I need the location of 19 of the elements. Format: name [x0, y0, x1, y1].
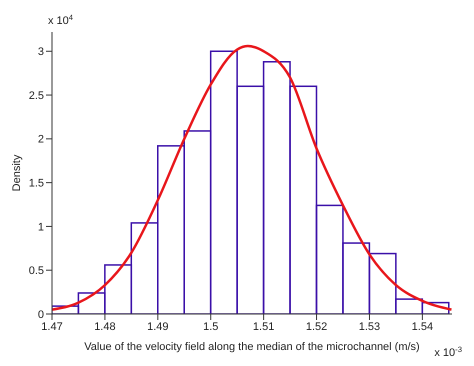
y-tick-label: 1	[38, 221, 44, 234]
y-axis-title: Density	[10, 154, 23, 192]
y-tick-label: 3	[38, 46, 44, 58]
x-tick-label: 1.54	[412, 320, 434, 333]
x-tick-label: 1.48	[94, 320, 116, 333]
y-tick-label: 1.5	[28, 178, 44, 190]
x-tick-label: 1.49	[147, 320, 169, 333]
x-axis-title: Value of the velocity field along the median of the microchannel (m/s)	[84, 341, 420, 353]
text: x 10$^{-3}$	[434, 344, 462, 359]
x-tick-label: 1.5	[203, 320, 218, 333]
y-tick-label: 2.5	[28, 90, 44, 102]
y-tick-label: 0.5	[28, 265, 44, 278]
y-tick-label: 0	[38, 308, 44, 321]
x-tick-label: 1.53	[358, 320, 380, 333]
x-tick-label: 1.51	[252, 320, 274, 333]
x-tick-label: 1.47	[41, 320, 63, 333]
text: x 10$^{4}$	[48, 12, 74, 27]
y-tick-label: 2	[38, 134, 44, 146]
x-tick-label: 1.52	[306, 320, 328, 333]
